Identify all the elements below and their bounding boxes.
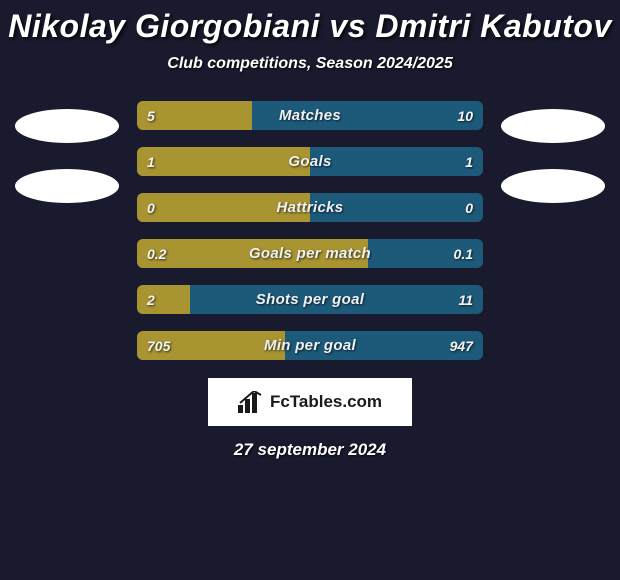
- stat-bar: 510Matches: [137, 101, 483, 130]
- player-avatar-left-1: [15, 109, 119, 143]
- fctables-logo-icon: [238, 391, 264, 413]
- stat-bar: 705947Min per goal: [137, 331, 483, 360]
- player-avatar-right-2: [501, 169, 605, 203]
- stats-area: 510Matches 11Goals 00Hattricks 0.20.1Goals …: [0, 101, 620, 360]
- logo-text: FcTables.com: [270, 392, 382, 412]
- player-avatar-right-1: [501, 109, 605, 143]
- stat-label: Goals per match: [137, 239, 483, 268]
- stat-label: Matches: [137, 101, 483, 130]
- stat-label: Shots per goal: [137, 285, 483, 314]
- avatar-col-right: [501, 101, 605, 203]
- stat-bar: 211Shots per goal: [137, 285, 483, 314]
- stat-bar: 0.20.1Goals per match: [137, 239, 483, 268]
- stat-label: Min per goal: [137, 331, 483, 360]
- logo-box: FcTables.com: [208, 378, 412, 426]
- stat-label: Goals: [137, 147, 483, 176]
- stat-bar: 00Hattricks: [137, 193, 483, 222]
- snapshot-date: 27 september 2024: [0, 440, 620, 460]
- stat-bars: 510Matches 11Goals 00Hattricks 0.20.1Goals …: [137, 101, 483, 360]
- avatar-col-left: [15, 101, 119, 203]
- player-avatar-left-2: [15, 169, 119, 203]
- stat-label: Hattricks: [137, 193, 483, 222]
- page-title: Nikolay Giorgobiani vs Dmitri Kabutov: [0, 8, 620, 45]
- stat-bar: 11Goals: [137, 147, 483, 176]
- page-subtitle: Club competitions, Season 2024/2025: [0, 55, 620, 73]
- comparison-card: Nikolay Giorgobiani vs Dmitri Kabutov Cl…: [0, 0, 620, 460]
